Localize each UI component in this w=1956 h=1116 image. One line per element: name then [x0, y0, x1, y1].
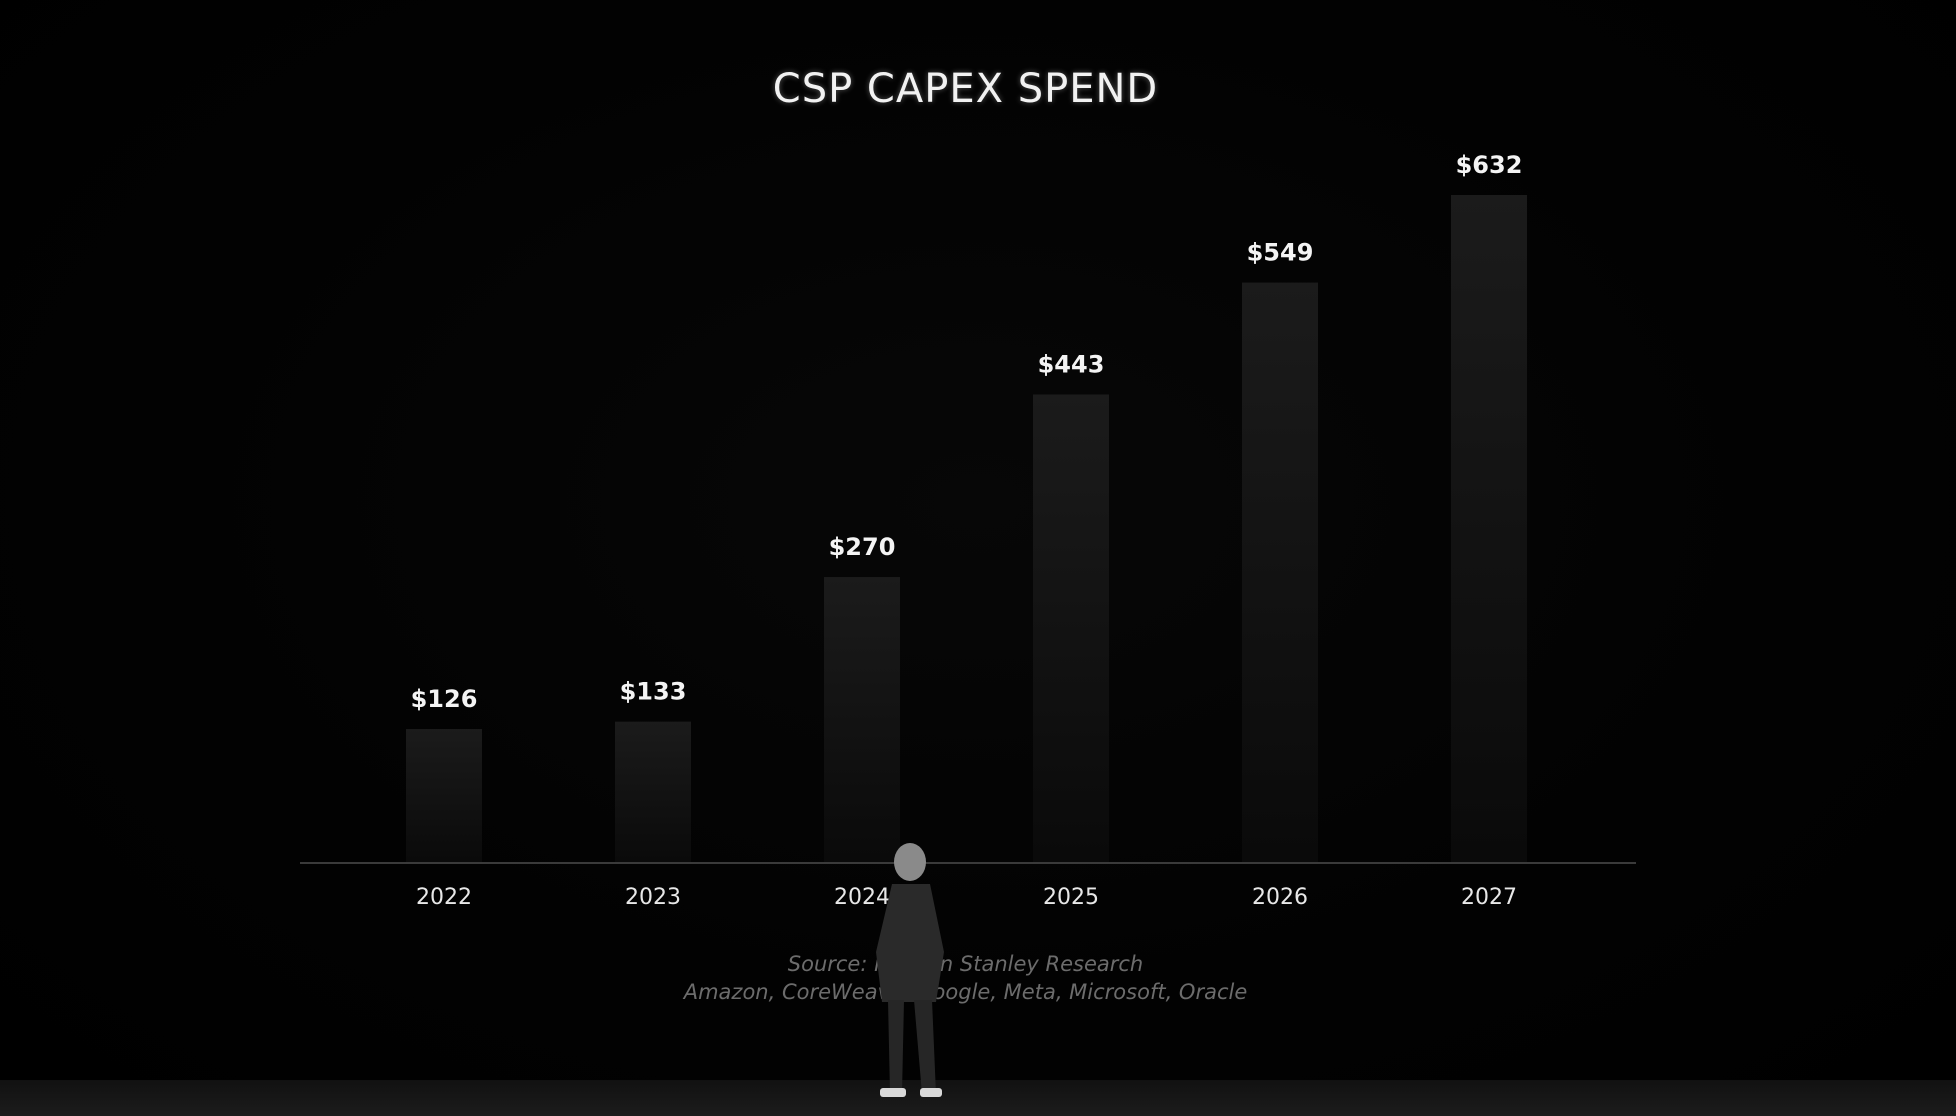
x-tick-2023: 2023 — [625, 885, 681, 910]
bar-2023 — [615, 721, 691, 862]
source-companies-line: Amazon, CoreWeave, Google, Meta, Microso… — [683, 980, 1248, 1004]
value-label-2023: $133 — [620, 678, 687, 706]
x-tick-2026: 2026 — [1252, 885, 1308, 910]
x-tick-2022: 2022 — [416, 885, 472, 910]
source-note: Source: Morgan Stanley Research Amazon, … — [0, 950, 1931, 1006]
bar-2022 — [406, 729, 482, 862]
value-label-2026: $549 — [1247, 239, 1314, 267]
x-tick-2027: 2027 — [1461, 885, 1517, 910]
source-line: Source: Morgan Stanley Research — [787, 952, 1144, 976]
bar-2027 — [1451, 195, 1527, 862]
stage-floor — [0, 1080, 1956, 1116]
presenter-figure — [876, 843, 944, 1097]
value-label-2024: $270 — [829, 533, 896, 561]
value-label-2027: $632 — [1456, 151, 1523, 179]
value-label-2022: $126 — [411, 685, 478, 713]
bar-2026 — [1242, 282, 1318, 862]
chart-title: CSP CAPEX SPEND — [772, 66, 1159, 112]
x-tick-2025: 2025 — [1043, 885, 1099, 910]
x-tick-2024: 2024 — [834, 885, 890, 910]
bar-2024 — [824, 577, 900, 862]
bar-2025 — [1033, 394, 1109, 862]
value-label-2025: $443 — [1038, 350, 1105, 378]
